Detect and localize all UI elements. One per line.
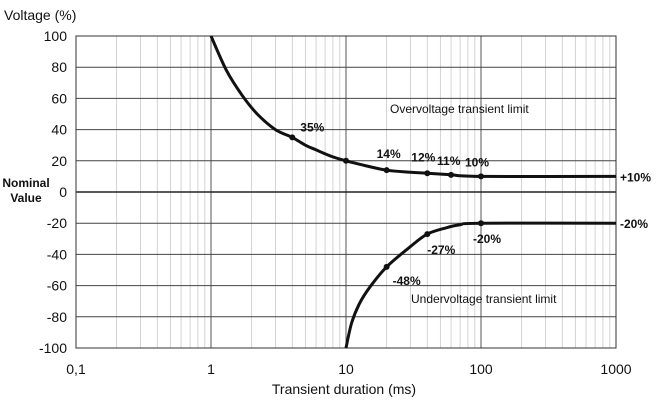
y-tick-label: -80	[47, 309, 67, 325]
undervoltage-curve	[344, 221, 617, 349]
overvoltage-annotation: Overvoltage transient limit	[390, 102, 529, 116]
overvoltage-curve	[209, 35, 617, 179]
y-tick-label: -20	[47, 215, 67, 231]
markers	[289, 134, 484, 270]
curves	[209, 35, 617, 349]
y-axis-title: Voltage (%)	[4, 7, 76, 23]
undervoltage-data-label: -27%	[427, 243, 455, 257]
overvoltage-data-point	[424, 170, 431, 177]
undervoltage-data-point	[424, 231, 431, 238]
overvoltage-data-point	[343, 157, 349, 164]
overvoltage-end-label: +10%	[620, 170, 651, 184]
overvoltage-data-label: 12%	[411, 150, 435, 164]
undervoltage-data-label: -20%	[473, 232, 501, 246]
overvoltage-data-label: 14%	[377, 147, 401, 161]
grid: 0,1 1 10 100 1000 100 80 60 40 20 0 -20 -40 -60 -80 -10…	[39, 28, 632, 377]
x-tick-label: 1	[207, 361, 215, 377]
y-tick-label: -40	[47, 246, 67, 262]
overvoltage-data-point	[289, 134, 296, 141]
x-tick-label: 10	[338, 361, 354, 377]
overvoltage-data-point	[448, 171, 455, 178]
nominal-label-line1: Nominal	[2, 176, 49, 190]
y-tick-label: 100	[44, 28, 68, 44]
nominal-label-line2: Value	[10, 191, 42, 205]
undervoltage-data-point	[383, 263, 390, 270]
x-tick-label: 100	[469, 361, 493, 377]
overvoltage-data-label: 11%	[437, 154, 461, 168]
undervoltage-data-point	[478, 220, 484, 227]
y-tick-label: 0	[59, 184, 67, 200]
undervoltage-annotation: Undervoltage transient limit	[411, 292, 557, 306]
x-axis-title: Transient duration (ms)	[272, 381, 416, 397]
y-tick-label: -100	[39, 340, 67, 356]
undervoltage-data-label: -48%	[393, 274, 421, 288]
labels: 35% 14% 12% 11% 10% +10% -48% -27% -20% -20%	[300, 120, 651, 287]
x-tick-label: 0,1	[66, 361, 86, 377]
overvoltage-data-point	[478, 173, 484, 180]
overvoltage-data-label: 10%	[465, 155, 489, 169]
y-tick-label: 40	[51, 122, 67, 138]
x-tick-label: 1000	[600, 361, 631, 377]
undervoltage-end-label: -20%	[620, 217, 648, 231]
overvoltage-data-point	[383, 167, 390, 174]
y-tick-label: 20	[51, 153, 67, 169]
y-tick-label: -60	[47, 278, 67, 294]
y-tick-label: 60	[51, 90, 67, 106]
y-tick-label: 80	[51, 59, 67, 75]
overvoltage-data-label: 35%	[300, 120, 324, 134]
